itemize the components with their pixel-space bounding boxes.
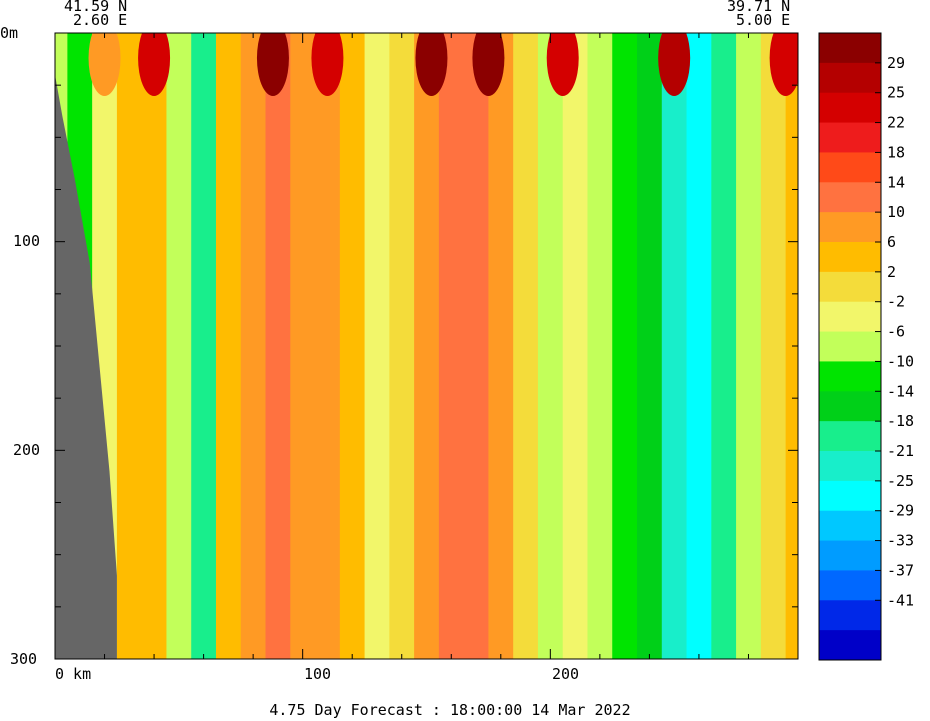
heatmap-column	[711, 33, 737, 659]
colorbar-label: 14	[887, 173, 905, 191]
heatmap-column	[488, 33, 514, 659]
colorbar-band	[819, 570, 881, 601]
colorbar-band	[819, 271, 881, 303]
heatmap-column	[215, 33, 242, 659]
colorbar-label: -25	[887, 472, 914, 490]
colorbar-band	[819, 242, 881, 273]
heatmap-column	[438, 33, 465, 659]
heatmap-column	[265, 33, 291, 659]
heatmap-column	[116, 33, 143, 659]
heatmap-surface-features	[88, 33, 798, 97]
colorbar-band	[819, 361, 881, 392]
colorbar-label: -10	[887, 352, 914, 370]
surface-hotspot	[256, 33, 289, 97]
x-tick-label-0: 0 km	[55, 665, 91, 683]
colorbar-label: -2	[887, 293, 905, 311]
colorbar-band	[819, 510, 881, 542]
heatmap-column	[513, 33, 539, 659]
heatmap-column	[389, 33, 415, 659]
colorbar-band	[819, 62, 881, 94]
colorbar-label: -14	[887, 382, 914, 400]
colorbar-band	[819, 122, 881, 153]
x-tick-label-100: 100	[304, 665, 331, 683]
y-tick-label-100: 100	[13, 232, 40, 250]
colorbar-band	[819, 152, 881, 183]
heatmap-column	[191, 33, 217, 659]
heatmap-column	[315, 33, 341, 659]
colorbar-label: 10	[887, 203, 905, 221]
heatmap-column	[364, 33, 390, 659]
y-tick-label-0: 0m	[0, 24, 18, 42]
colorbar-band	[819, 480, 881, 512]
heatmap-column	[661, 33, 688, 659]
heatmap-column	[290, 33, 316, 659]
colorbar-band	[819, 182, 881, 213]
colorbar-band	[819, 630, 881, 661]
colorbar-label: -33	[887, 532, 914, 550]
colorbar-band	[819, 331, 881, 362]
y-tick-label-300: 300	[10, 650, 37, 668]
colorbar-band	[819, 600, 881, 631]
heatmap-column	[686, 33, 712, 659]
colorbar-label: -41	[887, 591, 914, 609]
colorbar-label: -18	[887, 412, 914, 430]
end-lat-label: 39.71 N	[727, 0, 790, 15]
heatmap-column	[562, 33, 588, 659]
surface-hotspot	[658, 33, 691, 97]
forecast-caption: 4.75 Day Forecast : 18:00:00 14 Mar 2022	[269, 701, 631, 719]
colorbar-band	[819, 540, 881, 571]
colorbar-band	[819, 92, 881, 124]
heatmap-column	[463, 33, 489, 659]
colorbar-band	[819, 212, 881, 243]
surface-hotspot	[415, 33, 448, 97]
colorbar-band	[819, 451, 881, 482]
colorbar-label: 29	[887, 54, 905, 72]
colorbar-label: -37	[887, 561, 914, 579]
surface-hotspot	[88, 33, 121, 97]
heatmap-field	[55, 33, 798, 659]
colorbar-label: 25	[887, 84, 905, 102]
heatmap-column	[637, 33, 663, 659]
colorbar-band	[819, 301, 881, 333]
colorbar-band	[819, 421, 881, 452]
axis-ticks	[54, 32, 799, 660]
colorbar-label: -6	[887, 323, 905, 341]
colorbar-band	[819, 391, 881, 422]
heatmap-column	[760, 33, 787, 659]
colorbar-label: -29	[887, 502, 914, 520]
start-lon-label: 2.60 E	[73, 11, 127, 29]
heatmap-column	[736, 33, 762, 659]
x-tick-label-200: 200	[552, 665, 579, 683]
heatmap-column	[537, 33, 564, 659]
heatmap-column	[587, 33, 613, 659]
heatmap-column	[339, 33, 366, 659]
colorbar-label: -21	[887, 442, 914, 460]
surface-hotspot	[138, 33, 171, 97]
heatmap-column	[414, 33, 440, 659]
colorbar-label: 2	[887, 263, 896, 281]
land-topography	[55, 74, 117, 659]
start-lat-label: 41.59 N	[64, 0, 127, 15]
y-tick-label-200: 200	[13, 441, 40, 459]
heatmap-column	[166, 33, 192, 659]
colorbar-label: 6	[887, 233, 896, 251]
colorbar: 29 25 22 18 14 10 6 2 -2 -6 -10 -14 -18 -21 -25 -29 -33 -…	[818, 32, 914, 661]
surface-hotspot	[311, 33, 344, 97]
end-lon-label: 5.00 E	[736, 11, 790, 29]
surface-hotspot	[769, 33, 798, 97]
colorbar-band	[819, 33, 881, 64]
heatmap-column	[240, 33, 267, 659]
colorbar-frame	[818, 32, 882, 661]
heatmap-column	[141, 33, 167, 659]
surface-hotspot	[472, 33, 505, 97]
surface-hotspot	[546, 33, 579, 97]
colorbar-label: 22	[887, 114, 905, 132]
heatmap-column	[612, 33, 638, 659]
colorbar-label: 18	[887, 143, 905, 161]
